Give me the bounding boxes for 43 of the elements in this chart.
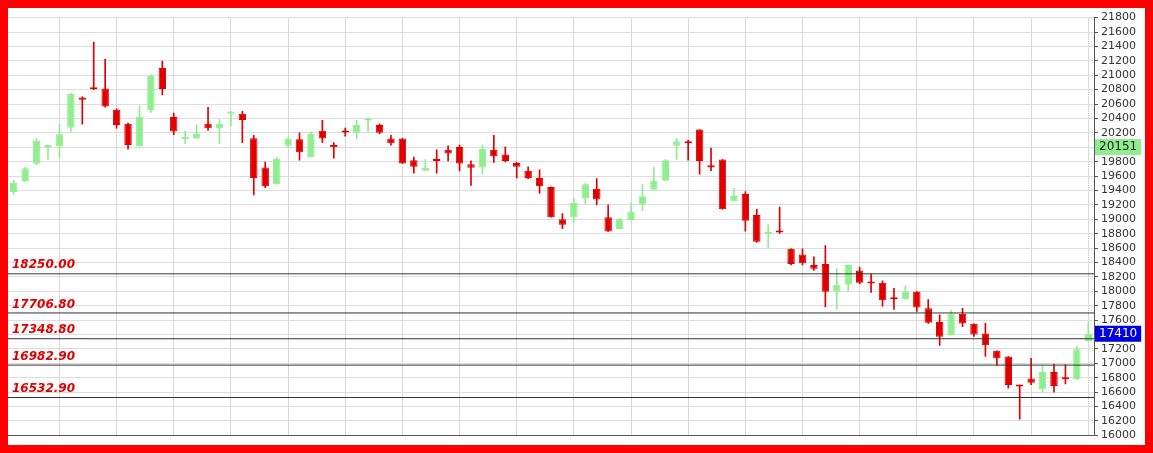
y-tick-label: 18200 xyxy=(1101,269,1137,283)
y-tick-label: 16200 xyxy=(1101,413,1137,427)
candlestick xyxy=(673,138,681,160)
candlestick xyxy=(810,256,818,271)
y-tick-label: 19600 xyxy=(1101,168,1137,182)
ref-line-label: 17706.80 xyxy=(12,296,76,311)
y-tick-label: 19800 xyxy=(1101,154,1137,168)
ref-line-label: 16982.90 xyxy=(12,348,76,363)
y-tick-label: 21400 xyxy=(1101,39,1137,53)
y-tick-label: 16000 xyxy=(1101,428,1137,442)
y-tick-label: 17000 xyxy=(1101,356,1137,370)
y-tick-label: 18600 xyxy=(1101,240,1137,254)
y-tick-label: 19200 xyxy=(1101,197,1137,211)
candlestick xyxy=(432,149,441,174)
y-tick-label: 16400 xyxy=(1101,399,1137,413)
y-tick-label: 20400 xyxy=(1101,111,1137,125)
y-tick-label: 20600 xyxy=(1101,96,1137,110)
y-tick-label: 20200 xyxy=(1101,125,1137,139)
y-tick-label: 18800 xyxy=(1101,226,1137,240)
y-tick-label: 19400 xyxy=(1101,183,1137,197)
text: 17410 xyxy=(1099,325,1138,340)
y-tick-label: 18000 xyxy=(1101,284,1137,298)
y-tick-label: 17200 xyxy=(1101,341,1137,355)
candlestick xyxy=(490,135,498,163)
y-tick-label: 20800 xyxy=(1101,82,1137,96)
y-tick-label: 18400 xyxy=(1101,255,1137,269)
candlestick xyxy=(833,268,841,310)
candlestick xyxy=(204,106,212,131)
y-tick-label: 21800 xyxy=(1101,10,1137,24)
candlestick xyxy=(421,159,429,171)
y-tick-label: 19000 xyxy=(1101,212,1137,226)
text: 20151 xyxy=(1099,139,1138,154)
y-tick-label: 17800 xyxy=(1101,298,1137,312)
ref-line-label: 18250.00 xyxy=(12,257,76,272)
y-tick-label: 21000 xyxy=(1101,68,1137,82)
ref-line-label: 17348.80 xyxy=(12,322,76,337)
y-tick-label: 16600 xyxy=(1101,385,1137,399)
y-tick-label: 21200 xyxy=(1101,53,1137,67)
y-tick-label: 16800 xyxy=(1101,370,1137,384)
y-tick-label: 21600 xyxy=(1101,24,1137,38)
candlestick xyxy=(467,160,475,186)
ref-line-label: 16532.90 xyxy=(12,381,76,396)
y-tick-label: 17600 xyxy=(1101,313,1137,326)
